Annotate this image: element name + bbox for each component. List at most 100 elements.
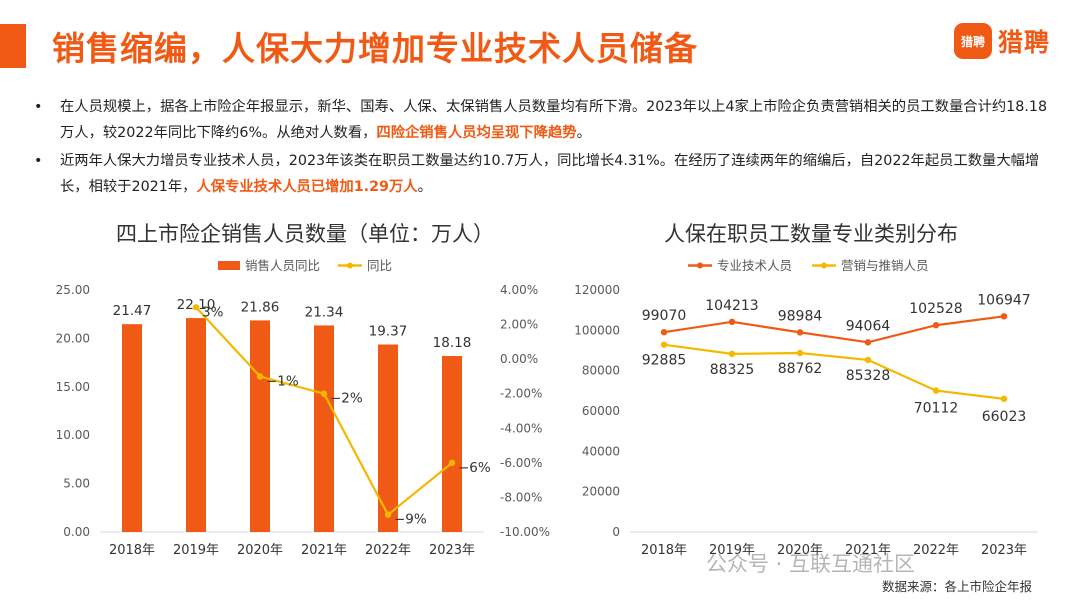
sales-staff-value-label: 92885 [642, 353, 687, 369]
tech-staff-point [796, 329, 804, 336]
bullet-list: • 在人员规模上，据各上市险企年报显示，新华、国寿、人保、太保销售人员数量均有所… [34, 94, 1052, 202]
bar [122, 324, 142, 532]
legend-tech-label: 专业技术人员 [717, 258, 792, 273]
yoy-value-label: −2% [330, 391, 363, 407]
legend: 销售人员同比 同比 [218, 258, 392, 273]
yoy-value-label: −6% [458, 460, 491, 476]
logo: 猎聘 猎聘 [954, 22, 1050, 60]
page-title: 销售缩编，人保大力增加专业技术人员储备 [52, 29, 698, 68]
yoy-value-label: 3% [202, 304, 224, 320]
x-tick-label: 2023年 [429, 543, 475, 558]
y-tick-label: 100000 [574, 323, 620, 337]
title-accent-bar [0, 24, 26, 68]
y-left-tick-label: 10.00 [56, 428, 90, 442]
yoy-point [320, 390, 328, 397]
y-left-tick-label: 25.00 [56, 283, 90, 297]
legend-sales-marker [821, 262, 827, 269]
sales-staff-value-label: 66023 [982, 409, 1027, 425]
bar [314, 325, 334, 532]
bullet-text: 近两年人保大力增员专业技术人员，2023年该类在职员工数量达约10.7万人，同比… [60, 153, 1040, 195]
x-tick-label: 2018年 [109, 543, 155, 558]
bar-value-label: 19.37 [369, 323, 408, 339]
y-tick-label: 0 [612, 525, 620, 539]
bullet-dot-icon: • [34, 153, 43, 169]
y-left-tick-label: 5.00 [63, 477, 90, 491]
legend-bar-swatch [218, 261, 240, 270]
y-tick-label: 40000 [582, 444, 620, 458]
yoy-point [384, 511, 392, 518]
sales-staff-point [728, 350, 736, 358]
sales-staff-point [1000, 395, 1008, 403]
tech-staff-line [663, 315, 1005, 344]
legend-bar-label: 销售人员同比 [245, 258, 320, 273]
bullet-text: 在人员规模上，据各上市险企年报显示，新华、国寿、人保、太保销售人员数量均有所下滑… [60, 99, 1048, 141]
bar [442, 356, 462, 532]
x-tick-label: 2020年 [237, 543, 283, 558]
legend: 专业技术人员 营销与推销人员 [688, 258, 929, 273]
left-chart-title: 四上市险企销售人员数量（单位：万人） [116, 222, 494, 246]
legend-tech-marker [697, 262, 703, 269]
y-left-tick-label: 0.00 [63, 525, 90, 539]
sales-staff-point [660, 341, 668, 348]
watermark: 公众号 · 互联互通社区 [706, 552, 916, 576]
sales-staff-value-label: 85328 [846, 368, 891, 384]
tech-staff-point [1000, 313, 1008, 320]
yoy-point [256, 373, 264, 380]
bullet-highlight: 人保专业技术人员已增加1.29万人 [196, 179, 418, 195]
y-left-tick-label: 15.00 [56, 380, 90, 394]
tech-staff-value-label: 106947 [977, 292, 1030, 308]
bar-value-label: 21.47 [113, 303, 152, 319]
legend-line-label: 同比 [367, 258, 392, 273]
sales-staff-point [932, 387, 940, 394]
y-right-tick-label: 2.00% [500, 318, 538, 332]
bar [250, 320, 270, 532]
x-tick-label: 2020年 [777, 543, 823, 558]
x-tick-label: 2022年 [365, 543, 411, 558]
bullet-dot-icon: • [34, 99, 43, 115]
bullet-tail: 。 [576, 125, 591, 141]
bullet-item: • 近两年人保大力增员专业技术人员，2023年该类在职员工数量达约10.7万人，… [34, 148, 1052, 200]
sales-staff-value-label: 88325 [710, 362, 755, 378]
sales-staff-value-label: 70112 [914, 401, 959, 417]
x-tick-label: 2021年 [845, 543, 891, 558]
tech-staff-value-label: 94064 [846, 318, 891, 334]
x-tick-label: 2023年 [981, 543, 1027, 558]
right-chart-title: 人保在职员工数量专业类别分布 [664, 222, 958, 246]
legend-line-marker [347, 262, 353, 269]
tech-staff-value-label: 102528 [909, 301, 962, 317]
x-tick-label: 2018年 [641, 543, 687, 558]
yoy-point [192, 304, 200, 311]
yoy-point [448, 459, 456, 467]
y-right-tick-label: 4.00% [500, 283, 538, 297]
y-tick-label: 80000 [582, 364, 620, 378]
sales-staff-point [796, 349, 804, 357]
sales-staff-line [663, 343, 1005, 400]
staff-category-chart: 专业技术人员 营销与推销人员 0 20000 40000 60000 80000 100000… [574, 258, 1038, 558]
legend-sales-label: 营销与推销人员 [841, 258, 929, 273]
sales-staff-point [864, 356, 872, 364]
y-right-tick-label: -2.00% [500, 387, 542, 401]
x-tick-label: 2019年 [709, 543, 755, 558]
bullet-item: • 在人员规模上，据各上市险企年报显示，新华、国寿、人保、太保销售人员数量均有所… [34, 94, 1052, 146]
bar-value-label: 21.86 [241, 299, 280, 315]
tech-staff-value-label: 98984 [778, 308, 823, 324]
x-tick-label: 2022年 [913, 543, 959, 558]
tech-staff-point [728, 318, 736, 326]
y-tick-label: 20000 [582, 485, 620, 499]
y-tick-label: 60000 [582, 404, 620, 418]
data-source-note: 数据来源：各上市险企年报 [882, 579, 1033, 594]
bar [186, 318, 206, 532]
y-right-tick-label: -6.00% [500, 456, 542, 470]
y-right-tick-label: -4.00% [500, 421, 542, 435]
logo-text: 猎聘 [998, 28, 1051, 57]
yoy-value-label: −1% [266, 373, 299, 389]
tech-staff-value-label: 99070 [642, 308, 687, 324]
sales-staff-value-label: 88762 [778, 361, 823, 377]
x-tick-label: 2021年 [301, 543, 347, 558]
bullet-highlight: 四险企销售人员均呈现下降趋势 [376, 125, 577, 141]
bar-value-label: 18.18 [433, 335, 472, 351]
logo-badge-icon: 猎聘 [954, 23, 992, 59]
bullet-tail: 。 [417, 179, 432, 195]
x-tick-label: 2019年 [173, 543, 219, 558]
bar [378, 344, 398, 532]
